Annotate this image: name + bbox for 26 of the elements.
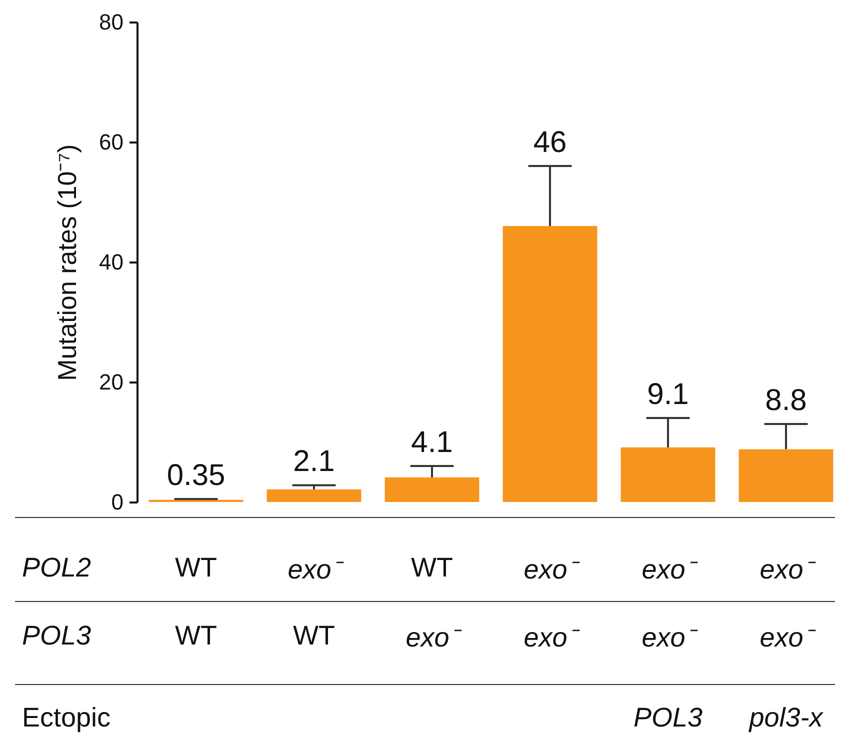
y-axis-title: Mutation rates (10⁻⁷) (52, 144, 82, 381)
data-label: 0.35 (166, 459, 226, 492)
data-label: 8.8 (765, 384, 807, 417)
text: POL3 (633, 702, 703, 734)
bar (384, 477, 480, 502)
y-tick-label: 0 (111, 490, 124, 514)
y-tick-label: 20 (99, 370, 124, 394)
bar (738, 449, 834, 502)
data-label: 2.1 (293, 445, 335, 478)
bar (266, 489, 362, 502)
data-label: 9.1 (647, 378, 689, 411)
y-tick-label: 40 (99, 250, 124, 274)
text: POL3 (22, 620, 92, 652)
text: WT (175, 552, 217, 584)
bar (620, 447, 716, 502)
text: pol3-x (749, 702, 823, 734)
data-label: 46 (533, 126, 567, 159)
text: WT (293, 620, 335, 652)
data-label: 4.1 (411, 426, 453, 459)
bar (502, 226, 598, 502)
text: POL2 (22, 552, 92, 584)
y-tick-label: 60 (99, 130, 124, 154)
text: WT (175, 620, 217, 652)
text: WT (411, 552, 453, 584)
text: Ectopic (22, 702, 111, 734)
y-tick-label: 80 (99, 10, 124, 34)
